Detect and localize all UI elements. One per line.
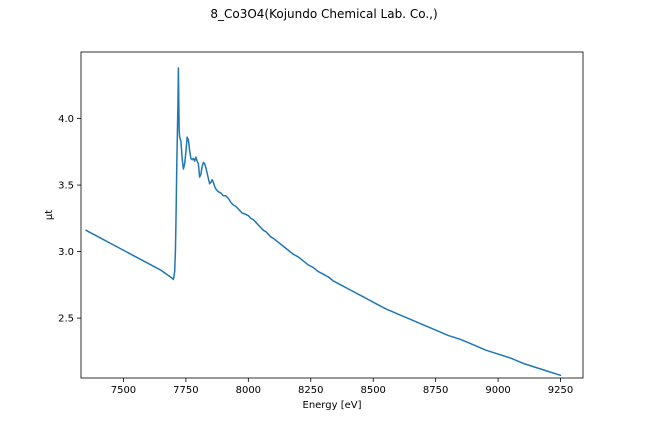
x-tick-label: 8750: [423, 385, 448, 396]
x-tick-label: 7750: [173, 385, 198, 396]
series-line: [85, 67, 562, 377]
y-axis-label: μt: [44, 210, 55, 220]
chart-title: 8_Co3O4(Kojundo Chemical Lab. Co.,): [210, 7, 438, 21]
y-tick-label: 2.5: [58, 314, 74, 325]
x-tick-label: 9250: [548, 385, 573, 396]
plot-area: [85, 67, 562, 377]
x-tick-label: 8250: [298, 385, 323, 396]
x-tick-label: 8000: [236, 385, 261, 396]
y-tick-label: 3.0: [58, 247, 74, 258]
x-axis: 7500 7750 8000 8250 8500 8750 9000 9250: [111, 378, 573, 396]
y-axis: 2.5 3.0 3.5 4.0: [58, 114, 81, 325]
x-tick-label: 9000: [485, 385, 510, 396]
y-tick-label: 4.0: [58, 114, 74, 125]
x-tick-label: 8500: [360, 385, 385, 396]
x-axis-label: Energy [eV]: [303, 400, 362, 411]
x-tick-label: 7500: [111, 385, 136, 396]
y-tick-label: 3.5: [58, 181, 74, 192]
axes-frame: [80, 51, 584, 379]
